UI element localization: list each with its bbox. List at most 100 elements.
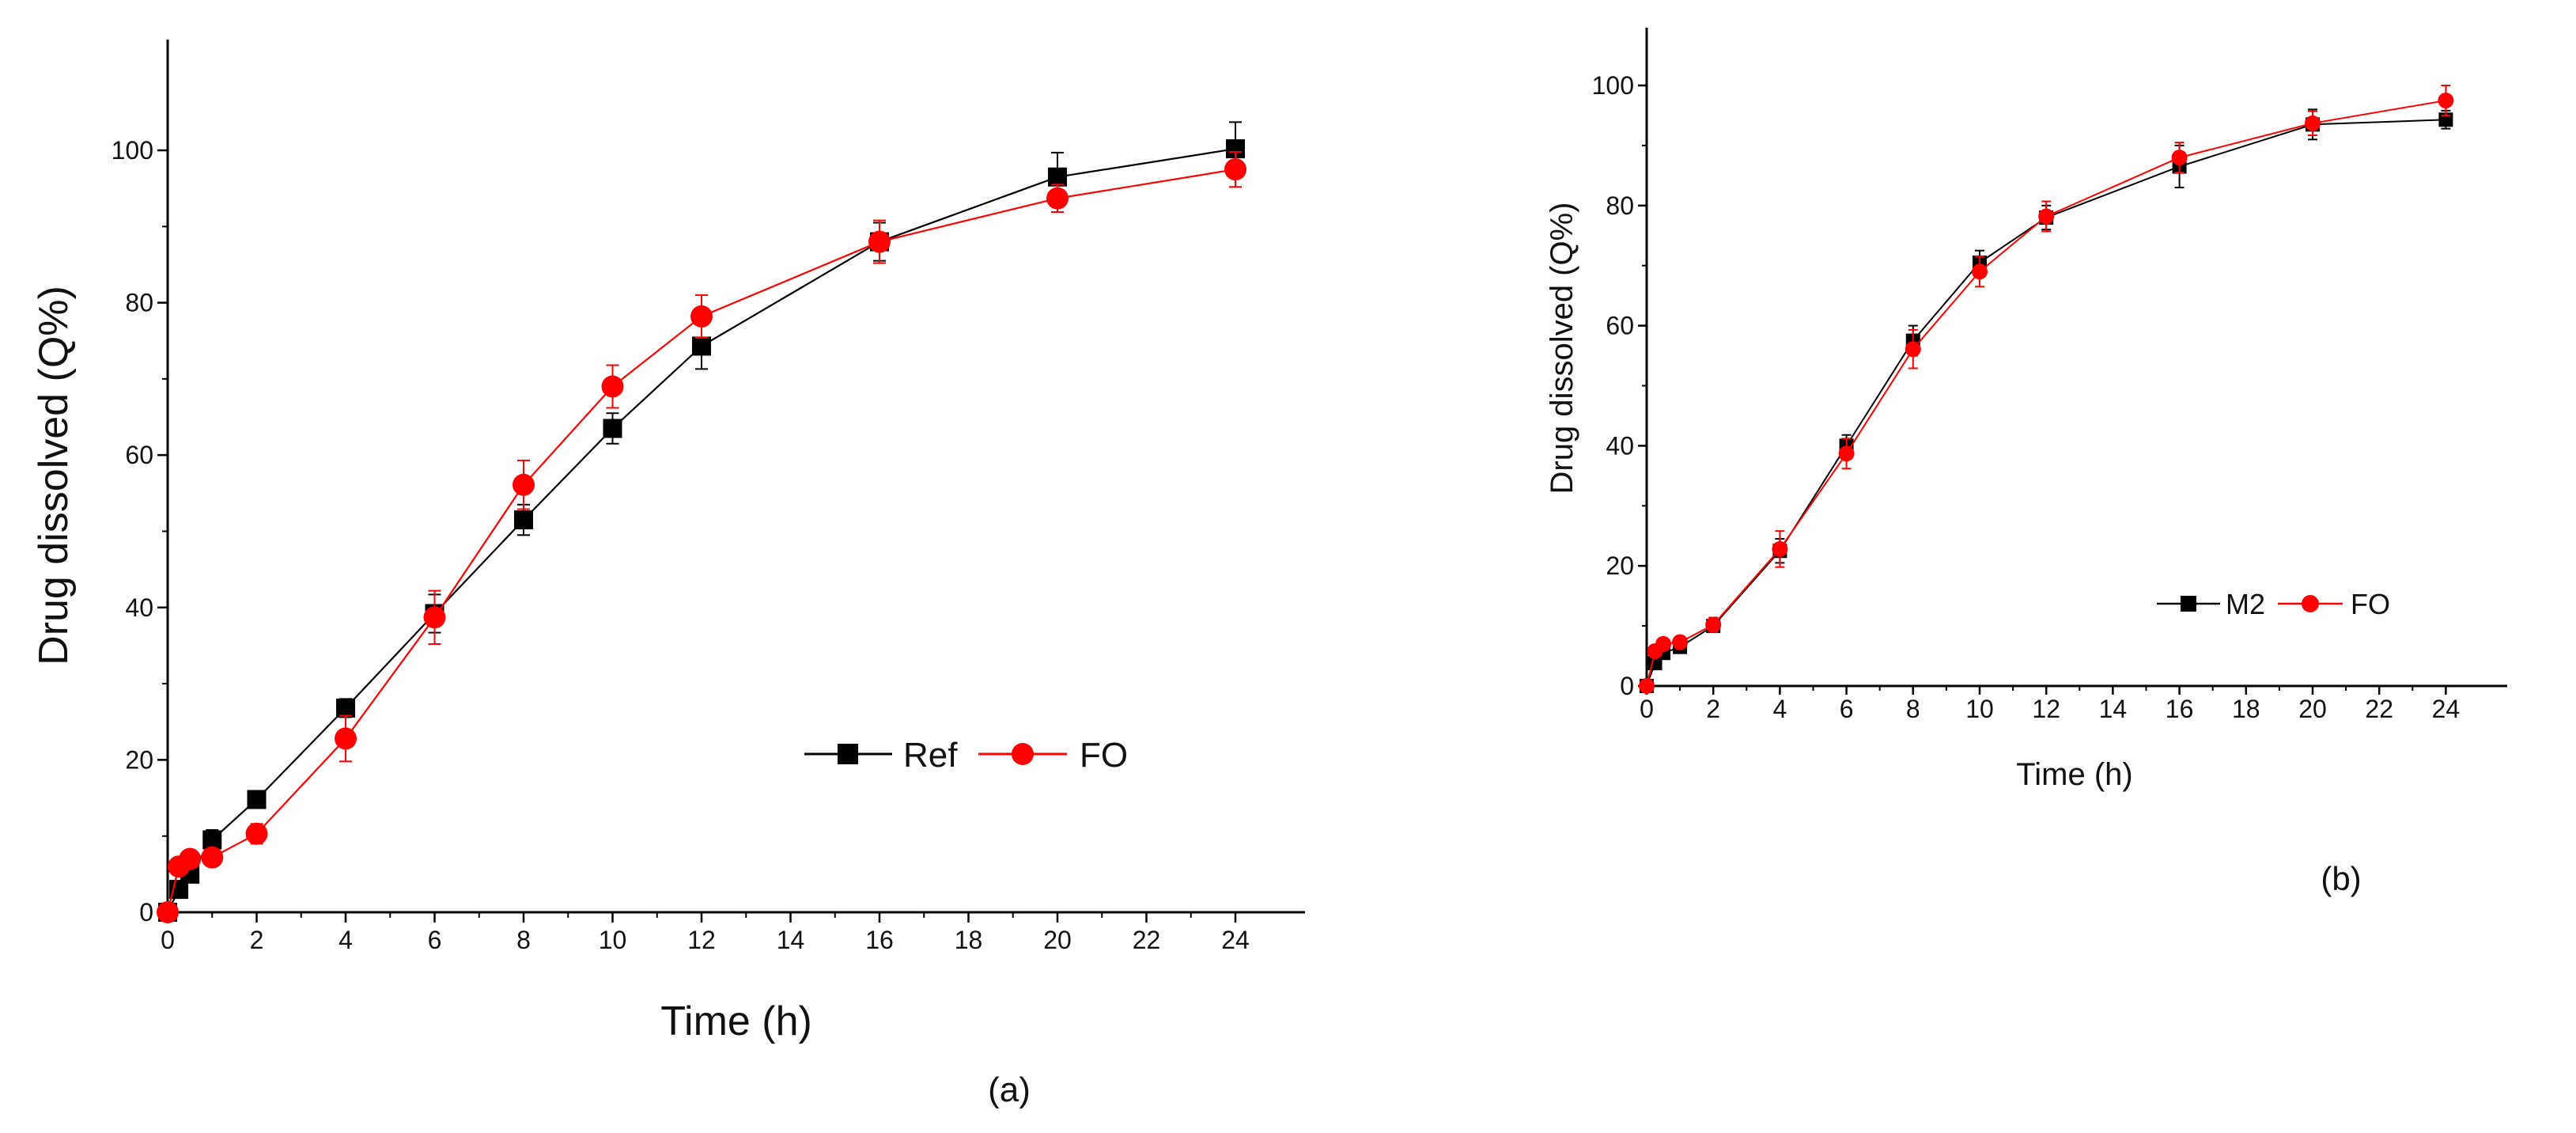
chart-a-point-ref bbox=[692, 336, 711, 356]
chart-a-x-tick-label: 10 bbox=[599, 926, 627, 954]
chart-b-x-tick-label: 22 bbox=[2365, 695, 2393, 723]
chart-a-point-fo bbox=[868, 230, 891, 253]
chart-a-point-fo bbox=[335, 727, 357, 750]
chart-b-point-fo bbox=[2038, 208, 2055, 225]
chart-a-point-fo bbox=[601, 375, 624, 398]
chart-a-x-tick-label: 2 bbox=[250, 926, 264, 954]
chart-a-x-ticks: 0 2 4 6 8 10 12 14 16 18 20 22 24 bbox=[161, 912, 1250, 954]
chart-b-y-tick-label: 80 bbox=[1606, 191, 1634, 220]
chart-b-legend-marker-fo bbox=[2302, 595, 2319, 612]
chart-a-x-tick-label: 18 bbox=[955, 926, 983, 954]
chart-a-x-tick-label: 14 bbox=[777, 926, 805, 954]
chart-b-y-tick-label: 20 bbox=[1606, 551, 1634, 580]
chart-a-x-tick-label: 12 bbox=[687, 926, 716, 954]
chart-b-series-line-fo bbox=[1646, 100, 2446, 687]
chart-b-x-tick-label: 14 bbox=[2099, 695, 2128, 723]
chart-a-y-axis-title: Drug dissolved (Q%) bbox=[31, 286, 77, 665]
chart-b-point-fo bbox=[2305, 115, 2321, 131]
chart-a-x-tick-label: 8 bbox=[516, 926, 531, 954]
chart-b-legend: M2 FO bbox=[2157, 588, 2390, 620]
chart-b-legend-marker-m2 bbox=[2181, 596, 2196, 612]
chart-b-y-tick-label: 40 bbox=[1606, 431, 1634, 460]
chart-a-y-tick-label: 60 bbox=[125, 441, 153, 469]
chart-b-x-tick-label: 2 bbox=[1706, 695, 1720, 723]
chart-a-x-tick-label: 0 bbox=[161, 926, 175, 954]
chart-a-panel-label: (a) bbox=[988, 1070, 1031, 1109]
chart-a-x-tick-label: 20 bbox=[1043, 926, 1072, 954]
chart-a-series-line-ref bbox=[167, 148, 1236, 913]
chart-b-x-tick-label: 16 bbox=[2166, 695, 2194, 723]
chart-b-x-tick-label: 10 bbox=[1965, 695, 1994, 723]
chart-b-y-axis-title: Drug dissolved (Q%) bbox=[1545, 202, 1579, 494]
chart-b-point-fo bbox=[1905, 341, 1921, 358]
chart-b-point-fo bbox=[1672, 634, 1689, 650]
chart-a-x-tick-label: 22 bbox=[1133, 926, 1161, 954]
chart-a-point-ref bbox=[202, 830, 222, 850]
chart-b-y-ticks: 0 20 40 60 80 100 bbox=[1592, 71, 1647, 700]
chart-a-point-ref bbox=[336, 698, 355, 718]
chart-a-x-tick-label: 16 bbox=[865, 926, 894, 954]
chart-b-x-tick-label: 20 bbox=[2298, 695, 2327, 723]
chart-b-point-fo bbox=[1772, 540, 1788, 557]
chart-a-legend-marker-ref bbox=[838, 744, 858, 764]
chart-a-y-tick-label: 40 bbox=[125, 593, 153, 622]
chart-b-point-fo bbox=[1655, 635, 1672, 652]
chart-a-point-fo bbox=[1224, 158, 1246, 181]
chart-b-x-ticks: 0 2 4 6 8 10 12 14 16 18 20 22 24 bbox=[1640, 686, 2460, 723]
chart-b-axes bbox=[1645, 28, 2507, 688]
chart-a-point-fo bbox=[423, 606, 446, 629]
chart-b-point-fo bbox=[2171, 150, 2188, 166]
chart-a-axes bbox=[166, 40, 1305, 914]
chart-a-y-ticks: 0 20 40 60 80 100 bbox=[112, 136, 168, 926]
chart-a-x-tick-label: 24 bbox=[1221, 926, 1250, 954]
chart-b-x-tick-label: 8 bbox=[1906, 695, 1920, 723]
chart-a-point-fo bbox=[179, 847, 202, 870]
chart-b-point-fo bbox=[1639, 678, 1655, 694]
chart-a-plot-area bbox=[157, 121, 1246, 923]
chart-a-y-tick-label: 0 bbox=[139, 898, 153, 926]
chart-a-series-line-fo bbox=[166, 169, 1236, 913]
chart-a-point-ref bbox=[603, 419, 622, 438]
chart-a-point-fo bbox=[157, 901, 179, 923]
chart-a-legend-label-fo: FO bbox=[1080, 736, 1128, 775]
chart-b-point-fo bbox=[1705, 616, 1722, 633]
chart-a-y-tick-label: 20 bbox=[125, 745, 153, 774]
chart-b-x-tick-label: 6 bbox=[1840, 695, 1854, 723]
chart-b-x-axis-title: Time (h) bbox=[2016, 757, 2132, 792]
chart-a-point-fo bbox=[690, 305, 713, 328]
chart-a-point-ref bbox=[1048, 167, 1067, 187]
chart-a-legend-label-ref: Ref bbox=[903, 736, 958, 775]
chart-a-point-ref bbox=[514, 510, 533, 530]
chart-b-point-fo bbox=[1972, 263, 1988, 280]
chart-b-x-tick-label: 24 bbox=[2432, 695, 2461, 723]
chart-a-point-ref bbox=[247, 790, 267, 809]
chart-b-legend-label-m2: M2 bbox=[2226, 588, 2265, 620]
chart-b-x-tick-label: 4 bbox=[1773, 695, 1787, 723]
chart-b-point-fo bbox=[1838, 445, 1855, 462]
chart-a-point-fo bbox=[1046, 187, 1069, 210]
chart-a-legend: Ref FO bbox=[804, 736, 1128, 775]
chart-a-legend-marker-fo bbox=[1012, 743, 1034, 765]
chart-b-x-tick-label: 0 bbox=[1640, 695, 1654, 723]
chart-b-point-fo bbox=[2438, 92, 2454, 108]
chart-a-x-tick-label: 4 bbox=[339, 926, 353, 954]
chart-a-point-fo bbox=[513, 473, 535, 496]
chart-a-point-fo bbox=[245, 822, 268, 845]
chart-a-x-tick-label: 6 bbox=[428, 926, 442, 954]
chart-b-x-tick-label: 18 bbox=[2232, 695, 2260, 723]
chart-a-y-tick-label: 100 bbox=[112, 136, 153, 165]
chart-b-y-tick-label: 0 bbox=[1620, 672, 1634, 700]
chart-b-y-tick-label: 100 bbox=[1592, 71, 1634, 100]
chart-a-x-axis-title: Time (h) bbox=[660, 998, 812, 1044]
chart-b-legend-label-fo: FO bbox=[2351, 588, 2390, 620]
chart-a-y-tick-label: 80 bbox=[125, 289, 153, 317]
chart-b-panel-label: (b) bbox=[2321, 860, 2361, 897]
chart-b-x-tick-label: 12 bbox=[2032, 695, 2060, 723]
chart-a-point-fo bbox=[201, 846, 224, 869]
chart-b-y-tick-label: 60 bbox=[1606, 312, 1634, 340]
chart-b-plot-area bbox=[1639, 85, 2454, 694]
